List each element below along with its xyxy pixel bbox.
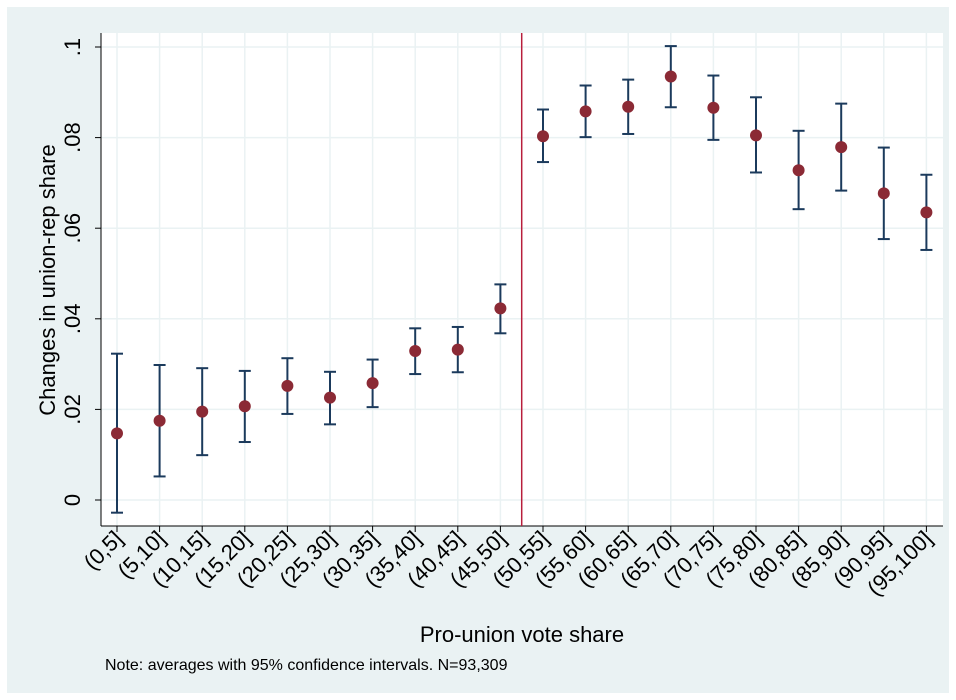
data-point [111, 427, 123, 440]
y-tick-label: .02 [60, 394, 85, 425]
data-point-group [494, 283, 507, 335]
data-point [409, 344, 422, 357]
data-point-group [409, 327, 422, 376]
data-point [877, 187, 890, 200]
data-point [324, 391, 336, 404]
data-point [622, 100, 635, 113]
data-point-group [664, 45, 677, 109]
data-point-group [153, 364, 166, 478]
data-point [281, 379, 294, 392]
data-point [792, 164, 805, 177]
data-point-group [707, 74, 720, 141]
data-point-group [451, 325, 464, 374]
data-point-group [111, 352, 123, 514]
data-point-group [622, 78, 635, 135]
data-point [835, 141, 848, 154]
y-tick-label: .06 [60, 213, 85, 244]
data-point-group [196, 367, 209, 457]
data-point [664, 70, 677, 83]
y-tick-label: .08 [60, 122, 85, 153]
data-point-group [877, 146, 890, 241]
x-axis-title: Pro-union vote share [420, 622, 624, 647]
data-point-group [537, 108, 549, 164]
y-tick-label: .04 [60, 304, 85, 335]
data-point [707, 101, 720, 114]
data-point [537, 130, 549, 143]
data-point-group [920, 173, 933, 251]
data-point [238, 400, 251, 413]
y-tick-label: .1 [60, 38, 85, 56]
data-point-group [579, 84, 592, 139]
data-point [366, 377, 379, 390]
data-point-group [835, 102, 848, 192]
data-point [451, 343, 464, 356]
y-tick-label: 0 [60, 494, 85, 506]
data-point-group [238, 369, 251, 444]
data-point-group [750, 96, 762, 174]
data-point-group [324, 370, 336, 426]
data-point-group [281, 357, 294, 415]
data-point [494, 302, 507, 315]
data-point [153, 414, 166, 427]
data-marks [111, 33, 933, 526]
chart-note: Note: averages with 95% confidence inter… [105, 657, 508, 674]
data-point [750, 129, 762, 142]
data-point [579, 105, 592, 118]
y-axis-title: Changes in union-rep share [35, 144, 60, 416]
data-point-group [366, 358, 379, 409]
data-point [196, 405, 209, 418]
data-point [920, 206, 933, 219]
data-point-group [792, 129, 805, 211]
